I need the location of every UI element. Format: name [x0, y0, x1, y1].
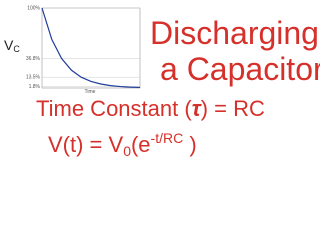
y-tick-label: 36.8%: [26, 56, 41, 62]
y-tick-label: 13.5%: [26, 75, 41, 81]
formula-time-constant: Time Constant (τ) = RC: [36, 96, 265, 121]
formula2-sup: -t/RC: [151, 130, 184, 146]
title-line-1: Discharging: [150, 15, 319, 51]
background: [0, 0, 320, 180]
y-axis-label: VC: [4, 37, 20, 54]
formula2-post: ): [183, 132, 196, 157]
title-line-2: a Capacitor: [160, 51, 320, 87]
y-tick-label: 1.8%: [29, 84, 41, 90]
formula-voltage: V(t) = V0(e-t/RC ): [48, 130, 197, 159]
y-label-sub: C: [13, 44, 20, 54]
data-line: [41, 7, 141, 89]
y-tick-label: 100%: [27, 6, 40, 12]
formula1-symbol: τ: [192, 96, 202, 121]
formula1-pre: Time Constant (: [36, 96, 192, 121]
x-axis-label: Time: [85, 89, 96, 95]
thumbnail: VC Time Discharging a Capacitor Time Con…: [0, 0, 320, 180]
formula2-mid: (e: [131, 132, 151, 157]
formula2-pre: V(t) = V: [48, 132, 124, 157]
formula2-sub: 0: [123, 143, 131, 159]
formula1-post: ) = RC: [201, 96, 265, 121]
y-label-main: V: [4, 37, 14, 53]
